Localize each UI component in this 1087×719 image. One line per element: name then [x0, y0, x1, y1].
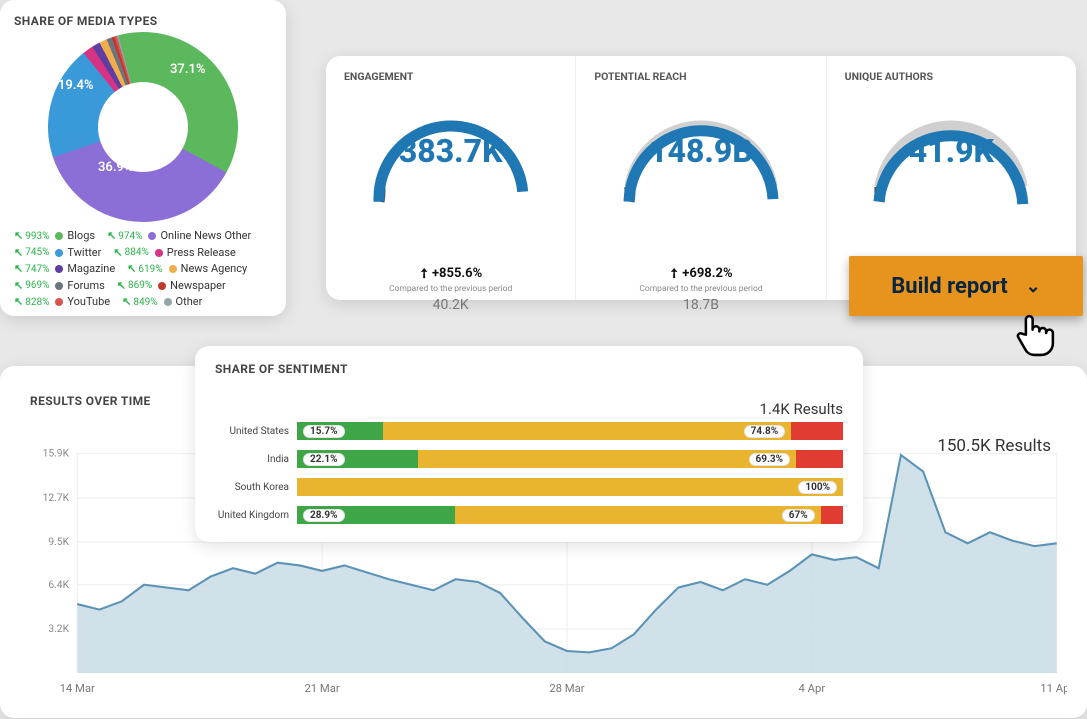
- legend-item-blogs[interactable]: ↖993%Blogs: [14, 228, 95, 245]
- media-legend: ↖993%Blogs ↖974%Online News Other ↖745%Twi…: [14, 228, 272, 311]
- share-of-media-types-card: SHARE OF MEDIA TYPES 37.1%19.4%36.9% ↖99…: [0, 0, 286, 316]
- legend-item-forums[interactable]: ↖969%Forums: [14, 278, 105, 295]
- svg-text:11 Apr: 11 Apr: [1040, 681, 1067, 695]
- kpi-prev: 40.2K: [338, 297, 563, 313]
- svg-text:12.7K: 12.7K: [43, 491, 70, 504]
- sentiment-bar: 28.9%67%: [297, 506, 843, 524]
- svg-text:3.2K: 3.2K: [48, 622, 69, 635]
- share-of-sentiment-card: SHARE OF SENTIMENT 1.4K Results United S…: [195, 346, 863, 542]
- legend-item-magazine[interactable]: ↖747%Magazine: [14, 261, 115, 278]
- kpi-value: 383.7K: [326, 132, 575, 170]
- legend-item-online_news_other[interactable]: ↖974%Online News Other: [107, 228, 251, 245]
- svg-text:6.4K: 6.4K: [48, 578, 69, 591]
- kpi-change: ➚+855.6%: [338, 266, 563, 281]
- kpi-title: ENGAGEMENT: [344, 70, 413, 83]
- svg-text:15.9K: 15.9K: [43, 447, 70, 460]
- svg-text:4 Apr: 4 Apr: [799, 681, 826, 695]
- legend-item-press_release[interactable]: ↖884%Press Release: [113, 245, 236, 262]
- kpi-compare-text: Compared to the previous period: [338, 284, 563, 294]
- kpi-prev: 18.7B: [588, 297, 813, 313]
- media-donut-chart: 37.1%19.4%36.9%: [48, 32, 238, 222]
- svg-text:21 Mar: 21 Mar: [304, 681, 339, 695]
- kpi-title: POTENTIAL REACH: [594, 70, 686, 83]
- legend-item-twitter[interactable]: ↖745%Twitter: [14, 245, 101, 262]
- media-title: SHARE OF MEDIA TYPES: [14, 14, 272, 28]
- svg-text:28 Mar: 28 Mar: [549, 681, 584, 695]
- kpi-potential_reach: POTENTIAL REACH 148.9B ➚+698.2% Compared…: [576, 56, 826, 300]
- sentiment-label: United Kingdom: [215, 510, 297, 521]
- sentiment-bar: 15.7%74.8%: [297, 422, 843, 440]
- kpi-engagement: ENGAGEMENT 383.7K ➚+855.6% Compared to t…: [326, 56, 576, 300]
- build-report-label: Build report: [891, 274, 1007, 299]
- sentiment-label: South Korea: [215, 482, 297, 493]
- sentiment-row: United States15.7%74.8%: [215, 420, 843, 442]
- kpi-value: 148.9B: [576, 132, 825, 170]
- sentiment-row: United Kingdom28.9%67%: [215, 504, 843, 526]
- results-over-time-title: RESULTS OVER TIME: [30, 394, 151, 408]
- sentiment-label: United States: [215, 426, 297, 437]
- legend-item-news_agency[interactable]: ↖619%News Agency: [127, 261, 247, 278]
- sentiment-row: South Korea100%: [215, 476, 843, 498]
- sentiment-label: India: [215, 454, 297, 465]
- sentiment-row: India22.1%69.3%: [215, 448, 843, 470]
- sentiment-rows: United States15.7%74.8% India22.1%69.3% So…: [215, 420, 843, 526]
- cursor-hand-icon: [1009, 306, 1063, 360]
- legend-item-other[interactable]: ↖849%Other: [122, 294, 202, 311]
- kpi-change: ➚+698.2%: [588, 266, 813, 281]
- kpi-title: UNIQUE AUTHORS: [845, 70, 933, 83]
- sentiment-bar: 100%: [297, 478, 843, 496]
- chevron-down-icon: ⌄: [1026, 276, 1041, 297]
- kpi-value: 41.9K: [827, 132, 1076, 170]
- svg-text:14 Mar: 14 Mar: [60, 681, 95, 695]
- legend-item-newspaper[interactable]: ↖869%Newspaper: [117, 278, 226, 295]
- legend-item-youtube[interactable]: ↖828%YouTube: [14, 294, 110, 311]
- sentiment-title: SHARE OF SENTIMENT: [215, 362, 843, 376]
- sentiment-bar: 22.1%69.3%: [297, 450, 843, 468]
- kpi-compare-text: Compared to the previous period: [588, 284, 813, 294]
- svg-text:9.5K: 9.5K: [48, 535, 69, 548]
- sentiment-results: 1.4K Results: [760, 400, 843, 418]
